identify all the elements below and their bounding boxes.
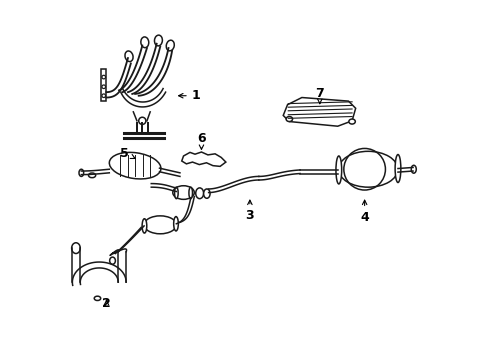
Ellipse shape [79, 169, 83, 176]
Ellipse shape [188, 187, 192, 199]
Text: 1: 1 [178, 89, 200, 102]
Circle shape [139, 117, 145, 125]
Text: 2: 2 [102, 297, 111, 310]
Ellipse shape [172, 186, 194, 199]
Text: 4: 4 [360, 200, 368, 224]
Circle shape [102, 75, 105, 79]
Ellipse shape [142, 219, 146, 233]
Ellipse shape [94, 296, 101, 301]
Ellipse shape [195, 188, 203, 199]
Ellipse shape [125, 51, 133, 62]
Ellipse shape [109, 257, 115, 264]
Ellipse shape [285, 117, 292, 122]
Text: 6: 6 [197, 132, 205, 149]
Ellipse shape [109, 152, 161, 179]
Ellipse shape [394, 154, 400, 183]
Polygon shape [182, 152, 225, 166]
Ellipse shape [174, 187, 178, 199]
Text: 7: 7 [315, 87, 324, 104]
Polygon shape [101, 69, 106, 101]
Ellipse shape [166, 40, 174, 51]
Circle shape [102, 85, 105, 89]
Ellipse shape [203, 189, 210, 198]
Ellipse shape [72, 243, 80, 253]
Ellipse shape [338, 151, 397, 187]
Ellipse shape [348, 119, 355, 124]
Ellipse shape [173, 217, 178, 231]
Text: 3: 3 [245, 200, 254, 222]
Circle shape [102, 94, 105, 98]
Ellipse shape [335, 156, 341, 184]
Ellipse shape [410, 165, 415, 173]
Ellipse shape [88, 173, 96, 178]
Text: 5: 5 [120, 147, 135, 159]
Ellipse shape [144, 216, 176, 234]
Ellipse shape [154, 35, 162, 46]
Ellipse shape [141, 37, 148, 48]
Polygon shape [283, 98, 355, 126]
